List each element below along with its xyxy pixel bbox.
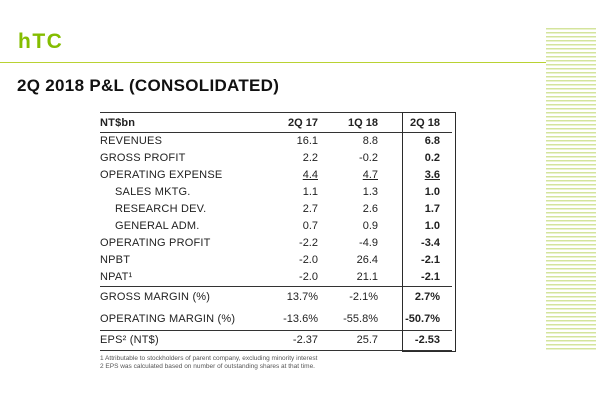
table-header-row: NT$bn 2Q 17 1Q 18 2Q 18 xyxy=(100,112,452,133)
pnl-table: NT$bn 2Q 17 1Q 18 2Q 18 REVENUES 16.1 8.8 6… xyxy=(100,112,452,351)
value-2q17: 0.7 xyxy=(302,220,318,232)
value-2q17: -2.0 xyxy=(299,254,318,266)
table-row: GROSS PROFIT 2.2 -0.2 0.2 xyxy=(100,150,452,167)
row-label: REVENUES xyxy=(100,135,163,147)
row-label: OPERATING MARGIN (%) xyxy=(100,313,236,325)
table-row: OPERATING EXPENSE 4.4 4.7 3.6 xyxy=(100,167,452,184)
value-2q18: 6.8 xyxy=(424,135,440,147)
value-2q18: 0.2 xyxy=(424,152,440,164)
value-2q18: 2.7% xyxy=(414,291,440,303)
row-label: SALES MKTG. xyxy=(115,186,191,198)
table-row: SALES MKTG. 1.1 1.3 1.0 xyxy=(100,184,452,201)
row-label: RESEARCH DEV. xyxy=(115,203,207,215)
value-1q18: 4.7 xyxy=(362,169,378,181)
page-title: 2Q 2018 P&L (CONSOLIDATED) xyxy=(17,76,280,95)
table-body: REVENUES 16.1 8.8 6.8 GROSS PROFIT 2.2 -0.2 0.2… xyxy=(100,133,452,351)
value-1q18: -4.9 xyxy=(359,237,378,249)
footnote-1: 1 Attributable to stockholders of parent… xyxy=(100,355,318,362)
col-header-2q18: 2Q 18 xyxy=(410,117,440,129)
row-label: NPBT xyxy=(100,254,131,266)
col-header-2q17: 2Q 17 xyxy=(288,117,318,129)
value-2q18: 1.7 xyxy=(424,203,440,215)
value-1q18: 26.4 xyxy=(356,254,378,266)
divider-line xyxy=(0,62,546,63)
value-2q18: -50.7% xyxy=(405,313,440,325)
value-2q18: -2.1 xyxy=(421,254,440,266)
value-1q18: -0.2 xyxy=(359,152,378,164)
value-2q17: 2.7 xyxy=(302,203,318,215)
row-label: OPERATING EXPENSE xyxy=(100,169,223,181)
footnote-2: 2 EPS was calculated based on number of … xyxy=(100,363,315,370)
value-2q18: 1.0 xyxy=(424,220,440,232)
value-2q17: 4.4 xyxy=(302,169,318,181)
table-row: GROSS MARGIN (%) 13.7% -2.1% 2.7% xyxy=(100,286,452,308)
value-2q18: 1.0 xyxy=(424,186,440,198)
row-label: OPERATING PROFIT xyxy=(100,237,211,249)
row-label: GROSS MARGIN (%) xyxy=(100,291,211,303)
table-row: EPS² (NT$) -2.37 25.7 -2.53 xyxy=(100,330,452,351)
value-1q18: -55.8% xyxy=(343,313,378,325)
table-row: NPAT¹ -2.0 21.1 -2.1 xyxy=(100,269,452,286)
value-1q18: 0.9 xyxy=(362,220,378,232)
value-1q18: 21.1 xyxy=(356,271,378,283)
value-2q18: 3.6 xyxy=(424,169,440,181)
row-label: EPS² (NT$) xyxy=(100,334,159,346)
value-2q17: 1.1 xyxy=(302,186,318,198)
row-label: NPAT¹ xyxy=(100,271,133,283)
table-row: REVENUES 16.1 8.8 6.8 xyxy=(100,133,452,150)
value-2q18: -2.53 xyxy=(414,334,440,346)
value-2q17: -2.2 xyxy=(299,237,318,249)
value-1q18: -2.1% xyxy=(349,291,378,303)
table-row: OPERATING PROFIT -2.2 -4.9 -3.4 xyxy=(100,235,452,252)
value-2q18: -3.4 xyxy=(421,237,440,249)
table-row: OPERATING MARGIN (%) -13.6% -55.8% -50.7% xyxy=(100,308,452,330)
value-2q18: -2.1 xyxy=(421,271,440,283)
value-2q17: -2.0 xyxy=(299,271,318,283)
value-2q17: 16.1 xyxy=(296,135,318,147)
table-row: NPBT -2.0 26.4 -2.1 xyxy=(100,252,452,269)
table-row: RESEARCH DEV. 2.7 2.6 1.7 xyxy=(100,201,452,218)
col-header-1q18: 1Q 18 xyxy=(348,117,378,129)
value-2q17: 13.7% xyxy=(286,291,318,303)
value-1q18: 2.6 xyxy=(362,203,378,215)
value-2q17: -2.37 xyxy=(292,334,318,346)
value-2q17: -13.6% xyxy=(283,313,318,325)
value-1q18: 8.8 xyxy=(362,135,378,147)
value-2q17: 2.2 xyxy=(302,152,318,164)
footnotes: 1 Attributable to stockholders of parent… xyxy=(100,355,317,371)
col-header-ntbn: NT$bn xyxy=(100,117,136,129)
htc-logo: hTC xyxy=(18,30,64,53)
value-1q18: 1.3 xyxy=(362,186,378,198)
row-label: GROSS PROFIT xyxy=(100,152,186,164)
value-1q18: 25.7 xyxy=(356,334,378,346)
table-row: GENERAL ADM. 0.7 0.9 1.0 xyxy=(100,218,452,235)
row-label: GENERAL ADM. xyxy=(115,220,200,232)
decorative-stripes xyxy=(546,28,596,352)
